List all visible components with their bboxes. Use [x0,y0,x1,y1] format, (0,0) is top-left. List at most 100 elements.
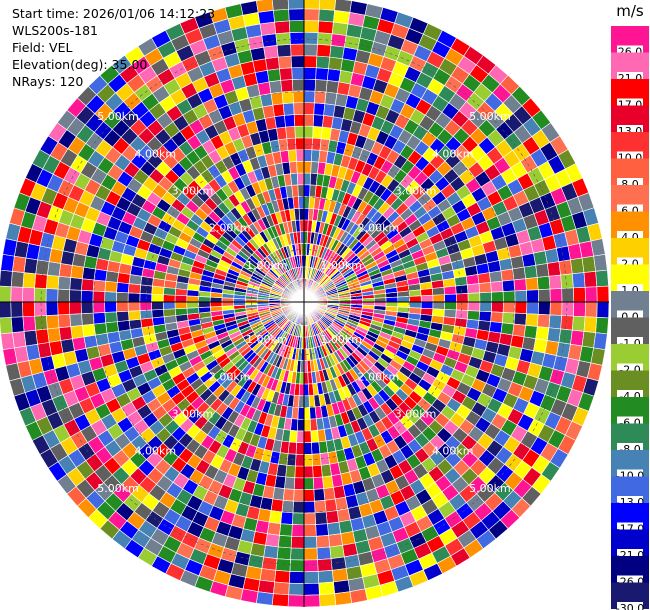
range-gate [261,556,278,571]
range-gate [281,500,294,514]
range-gate [292,512,305,526]
range-gate [33,301,47,317]
range-gate [513,278,527,292]
range-gate [296,160,305,174]
range-gate [272,103,285,117]
range-gate [233,301,246,306]
range-gate [291,184,299,198]
range-gate [303,90,316,104]
range-gate [397,290,410,298]
range-gate [255,0,274,13]
range-gate [502,290,516,303]
range-gate [307,383,315,397]
range-gate [420,301,434,310]
range-gate [292,90,305,104]
range-gate [298,207,305,221]
range-gate [315,55,331,69]
range-ring-label: 1.00km [320,333,362,346]
range-gate [313,102,326,116]
range-gate [289,559,305,573]
range-gate [467,301,481,312]
range-gate [22,315,36,332]
range-gate [291,524,305,537]
range-gate [303,477,315,490]
range-gate [502,301,516,314]
range-gate [312,476,324,490]
range-gate [590,238,606,257]
range-gate [276,126,288,141]
range-gate [57,288,71,303]
range-gate [186,301,199,309]
range-gate [92,290,106,303]
range-gate [273,8,290,23]
range-gate [298,395,305,408]
range-gate [276,43,292,58]
range-gate [277,535,293,549]
range-gate [535,326,550,341]
range-gate [303,489,315,502]
range-gate [268,79,283,94]
range-gate [261,33,278,48]
range-gate [10,271,25,288]
range-gate [303,559,319,573]
range-gate [93,322,108,336]
range-gate [319,593,337,607]
range-gate [57,275,71,291]
range-gate [289,31,305,45]
range-gate [444,301,457,311]
range-gate [549,301,563,316]
range-gate [287,0,305,10]
range-gate [70,324,85,340]
range-gate [303,418,312,432]
range-gate [322,475,334,490]
range-gate [293,477,305,490]
range-gate [265,533,280,548]
range-gate [295,442,305,455]
range-gate [279,149,290,164]
range-ring-label: 3.00km [172,184,214,197]
range-gate [303,149,313,162]
range-gate [572,272,586,289]
range-gate [293,102,305,115]
range-gate [303,184,311,197]
range-gate [69,313,83,327]
range-gate [198,306,211,314]
range-gate [584,286,598,303]
range-gate [523,324,538,340]
range-gate [303,360,308,373]
range-gate [303,31,319,45]
range-gate [537,301,551,316]
range-gate [316,546,332,561]
range-gate [596,285,610,303]
range-gate [537,275,551,291]
range-gate [45,301,59,316]
range-gate [303,512,316,526]
range-gate [303,395,310,408]
range-gate [502,312,516,325]
range-gate [303,535,318,549]
range-gate [0,285,12,303]
range-gate [319,0,337,11]
range-ring-label: 1.00km [320,259,362,272]
range-gate [286,137,297,151]
range-gate [297,184,305,197]
range-gate [362,298,375,303]
range-gate [312,125,323,139]
range-gate [303,500,316,514]
range-gate [311,453,322,467]
range-gate [479,301,492,313]
range-gate [498,257,513,272]
range-gate [209,305,223,313]
range-gate [2,238,18,257]
range-gate [288,582,305,596]
range-gate [116,291,129,303]
range-gate [34,273,48,289]
range-gate [596,301,610,319]
range-gate [549,288,563,303]
range-gate [139,301,153,311]
range-gate [259,21,277,36]
range-gate [274,20,291,34]
range-gate [312,465,323,479]
range-gate [303,160,312,174]
range-gate [467,283,481,294]
